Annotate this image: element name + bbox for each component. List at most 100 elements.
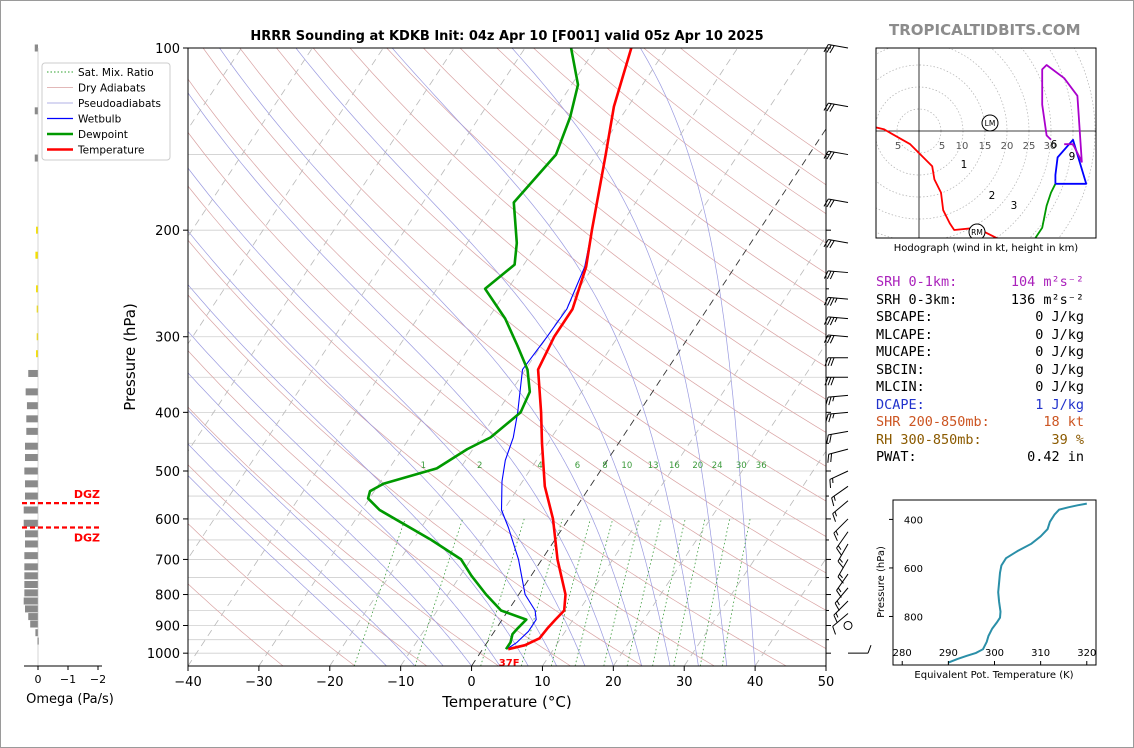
pseudoadiabat: [219, 48, 643, 666]
barb-flag: [829, 271, 835, 280]
barb-flag: [833, 614, 838, 624]
hodo-height-label: 6: [1051, 139, 1058, 151]
barb-half: [837, 545, 842, 550]
omega-bar: [35, 629, 38, 637]
omega-bar: [24, 467, 38, 475]
barb-flag: [827, 357, 832, 366]
pseudoadiabat: [188, 284, 529, 666]
barb-staff: [828, 430, 849, 436]
isotherm: [400, 48, 809, 666]
isotherm: [188, 48, 313, 238]
isotherm: [754, 557, 826, 666]
y-axis-label: Pressure (hPa): [121, 303, 139, 411]
barb-flag: [829, 434, 832, 443]
dry-adiabat: [188, 78, 826, 611]
omega-bar: [34, 44, 38, 52]
wind-barb: [833, 518, 849, 542]
barb-half: [832, 413, 835, 419]
omega-bar: [36, 333, 39, 341]
omega-tick-label: 0: [35, 673, 42, 686]
index-label: MLCIN:: [876, 379, 925, 395]
thetae-y-label: Pressure (hPa): [876, 546, 887, 618]
site-title: TROPICALTIDBITS.COM: [889, 21, 1081, 39]
isotherm: [188, 48, 597, 666]
barb-flag: [829, 317, 835, 326]
barb-half: [834, 511, 838, 517]
barb-staff: [828, 44, 849, 49]
barb-flag: [867, 645, 872, 654]
wind-barb: [825, 411, 849, 423]
thetae-frame: [892, 499, 1097, 666]
wind-barb: [833, 600, 849, 624]
hodo-trace: [1034, 183, 1057, 238]
omega-tick-label: −1: [60, 673, 76, 686]
barb-staff: [828, 150, 849, 156]
barb-staff: [833, 600, 849, 616]
dry-adiabat: [386, 48, 826, 400]
barb-flag: [823, 102, 829, 111]
hodo-ring-label: 25: [1023, 141, 1036, 152]
mixing-ratio-line: [673, 518, 706, 666]
dry-adiabat: [202, 48, 826, 574]
thetae-y-tick-label: 600: [904, 564, 923, 575]
wetbulb-line: [500, 48, 632, 650]
wind-barb: [823, 150, 849, 160]
omega-bar: [28, 369, 38, 377]
barb-flag: [827, 454, 830, 463]
x-tick-label: −30: [245, 675, 272, 690]
y-tick-label: 1000: [147, 647, 180, 662]
barb-half: [839, 573, 843, 579]
y-tick-label: 700: [155, 553, 180, 568]
thetae-x-tick-label: 280: [893, 648, 912, 659]
hodo-trace: [1041, 64, 1083, 163]
hodograph-area: 5 5 10 15 20 25 30 1 2 3 69 LM RM: [876, 48, 1096, 238]
wind-barb: [823, 239, 849, 249]
thetae-x-tick-label: 310: [1031, 648, 1050, 659]
legend-label: Temperature: [77, 145, 145, 157]
pseudoadiabat: [640, 48, 756, 666]
wind-barb: [827, 448, 849, 463]
omega-bar: [25, 442, 38, 450]
thetae-y-tick-label: 400: [904, 515, 923, 526]
legend-label: Dewpoint: [78, 129, 128, 141]
mixing-ratio-line: [721, 518, 751, 666]
barb-flag: [825, 396, 829, 406]
omega-bar: [36, 226, 38, 234]
isotherm: [188, 48, 455, 452]
barb-flag: [837, 560, 844, 569]
storm-motion-label: LM: [985, 119, 996, 128]
dry-adiabat: [423, 48, 826, 368]
index-value: 136 m²s⁻²: [1010, 291, 1084, 308]
wind-barb: [848, 645, 872, 654]
barb-flag: [832, 513, 836, 522]
omega-bar: [25, 388, 38, 396]
barb-staff: [828, 316, 849, 320]
barb-flag: [823, 270, 829, 279]
mixing-ratio-line: [480, 518, 525, 666]
wind-barb: [824, 357, 848, 366]
isotherm: [188, 48, 526, 560]
mixing-ratio-label: 8: [602, 461, 607, 471]
index-value: 0 J/kg: [1035, 379, 1084, 395]
mixing-ratio-line: [414, 518, 463, 666]
barb-flag: [829, 151, 835, 160]
barb-staff: [829, 470, 849, 480]
omega-bar: [26, 415, 38, 423]
index-value: 104 m²s⁻²: [1010, 274, 1084, 290]
dgz-label: DGZ: [74, 532, 100, 545]
y-tick-label: 300: [155, 331, 180, 346]
barb-flag: [829, 479, 832, 489]
thetae-line: [948, 502, 1087, 664]
hodo-height-label: 2: [989, 190, 996, 202]
wind-barb: [823, 334, 849, 344]
index-label: SRH 0-3km:: [876, 291, 958, 308]
pseudoadiabat: [511, 48, 728, 666]
mixing-ratio-label: 20: [692, 461, 703, 471]
hodo-trace: [876, 126, 999, 238]
barb-staff: [836, 573, 849, 591]
barb-staff: [837, 559, 849, 578]
omega-bar: [25, 480, 38, 488]
thetae-y-tick-label: 800: [904, 612, 923, 623]
omega-bar: [25, 540, 38, 548]
barb-flag: [829, 103, 835, 112]
